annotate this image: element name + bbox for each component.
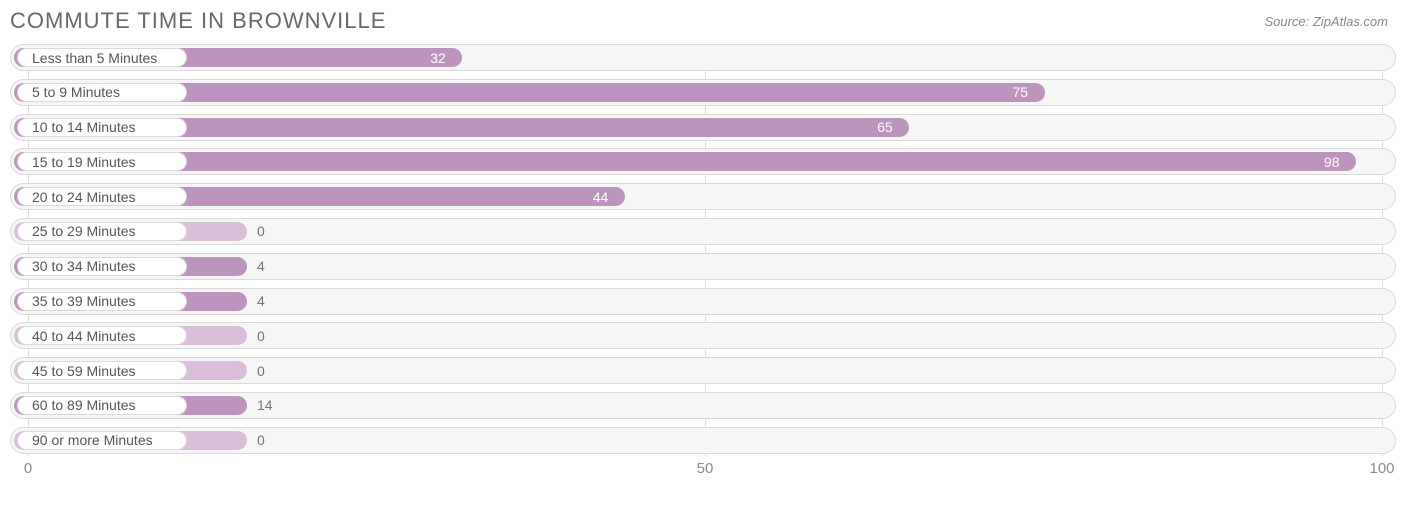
chart-header: COMMUTE TIME IN BROWNVILLE Source: ZipAt… (10, 8, 1396, 34)
bar-category-label: 90 or more Minutes (17, 431, 187, 450)
bar-value-label: 0 (257, 428, 265, 453)
bar-category-label: 40 to 44 Minutes (17, 326, 187, 345)
bar-row: 35 to 39 Minutes 4 (10, 288, 1396, 315)
bar-category-label: 25 to 29 Minutes (17, 222, 187, 241)
bar-value-label: 98 (1324, 149, 1340, 174)
bar-value-label: 4 (257, 289, 265, 314)
bar-row: 40 to 44 Minutes 0 (10, 322, 1396, 349)
bar-category-label: 45 to 59 Minutes (17, 361, 187, 380)
bar-row: 45 to 59 Minutes 0 (10, 357, 1396, 384)
bar-category-label: 30 to 34 Minutes (17, 257, 187, 276)
chart-plot-area: Less than 5 Minutes 32 5 to 9 Minutes 75 10 … (10, 44, 1396, 454)
bar-row: 20 to 24 Minutes 44 (10, 183, 1396, 210)
bar-value-label: 65 (877, 115, 893, 140)
bar-row: 15 to 19 Minutes 98 (10, 148, 1396, 175)
x-axis: 0 50 100 (10, 460, 1396, 482)
bar-value-label: 32 (430, 45, 446, 70)
bar-row: 25 to 29 Minutes 0 (10, 218, 1396, 245)
bar-value-label: 75 (1013, 80, 1029, 105)
bar-category-label: 20 to 24 Minutes (17, 187, 187, 206)
chart-source: Source: ZipAtlas.com (1264, 8, 1396, 29)
bar-row: 90 or more Minutes 0 (10, 427, 1396, 454)
axis-tick-label: 50 (697, 460, 714, 477)
axis-tick-label: 100 (1369, 460, 1394, 477)
chart-title: COMMUTE TIME IN BROWNVILLE (10, 8, 386, 34)
bar-value-label: 0 (257, 358, 265, 383)
source-name: ZipAtlas.com (1313, 14, 1388, 29)
bar-category-label: 10 to 14 Minutes (17, 118, 187, 137)
source-prefix: Source: (1264, 14, 1312, 29)
axis-tick-label: 0 (24, 460, 32, 477)
bar-row: 5 to 9 Minutes 75 (10, 79, 1396, 106)
bar-category-label: 35 to 39 Minutes (17, 292, 187, 311)
bar-value-label: 14 (257, 393, 273, 418)
bar-row: 60 to 89 Minutes 14 (10, 392, 1396, 419)
bar-value-label: 44 (593, 184, 609, 209)
bar-value-label: 4 (257, 254, 265, 279)
bar-value-label: 0 (257, 323, 265, 348)
bar-category-label: Less than 5 Minutes (17, 48, 187, 67)
bar-category-label: 60 to 89 Minutes (17, 396, 187, 415)
bar-category-label: 5 to 9 Minutes (17, 83, 187, 102)
bar-row: Less than 5 Minutes 32 (10, 44, 1396, 71)
bar-row: 30 to 34 Minutes 4 (10, 253, 1396, 280)
bar-fill (14, 152, 1356, 171)
bar-row: 10 to 14 Minutes 65 (10, 114, 1396, 141)
chart-container: COMMUTE TIME IN BROWNVILLE Source: ZipAt… (0, 0, 1406, 523)
bar-category-label: 15 to 19 Minutes (17, 152, 187, 171)
bar-value-label: 0 (257, 219, 265, 244)
